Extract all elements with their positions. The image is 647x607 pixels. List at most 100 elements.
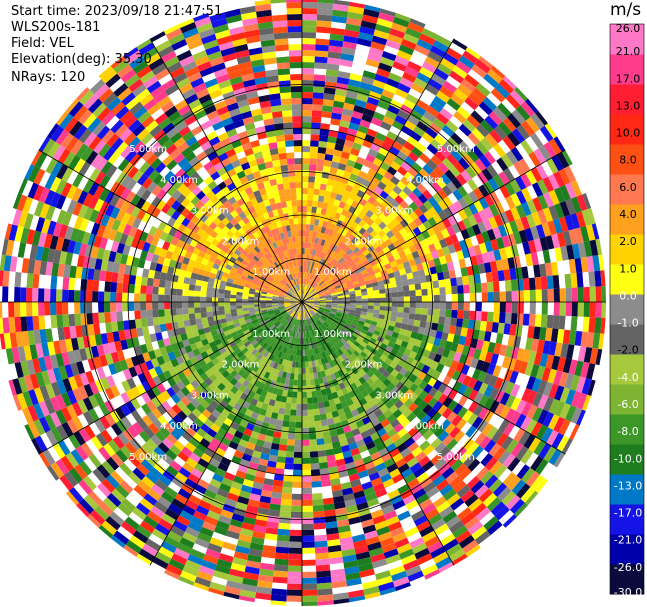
velocity-gate [52, 367, 63, 382]
velocity-gate [219, 482, 232, 493]
velocity-gate [568, 258, 577, 274]
velocity-gate [281, 359, 287, 366]
velocity-gate [224, 431, 234, 441]
velocity-gate [302, 80, 314, 87]
velocity-gate [374, 570, 391, 581]
velocity-gate [574, 257, 583, 274]
velocity-gate [314, 322, 319, 328]
velocity-gate [284, 299, 291, 301]
velocity-gate [370, 477, 383, 487]
velocity-gate [425, 127, 438, 139]
velocity-gate [205, 548, 221, 559]
velocity-gate [128, 319, 137, 330]
velocity-gate [375, 442, 386, 452]
velocity-gate [480, 470, 494, 485]
velocity-gate [319, 467, 330, 476]
velocity-gate [279, 308, 286, 312]
velocity-gate [111, 372, 122, 385]
velocity-gate [336, 131, 348, 140]
velocity-gate [458, 55, 475, 69]
velocity-gate [184, 559, 201, 571]
velocity-gate [414, 172, 426, 184]
velocity-gate [128, 274, 137, 285]
velocity-gate [339, 120, 351, 129]
velocity-gate [450, 93, 465, 107]
velocity-gate [427, 541, 443, 554]
velocity-gate [167, 530, 183, 543]
velocity-gate [248, 304, 255, 308]
velocity-gate [397, 333, 405, 341]
velocity-gate [347, 241, 355, 249]
velocity-gate [157, 339, 166, 349]
velocity-gate [328, 256, 334, 264]
velocity-gate [337, 187, 345, 196]
velocity-gate [457, 395, 469, 407]
velocity-gate [279, 510, 292, 518]
velocity-gate [368, 547, 384, 557]
velocity-gate [337, 248, 344, 256]
velocity-gate [229, 377, 238, 386]
velocity-gate [322, 323, 328, 329]
velocity-gate [393, 270, 401, 278]
velocity-gate [480, 119, 494, 134]
velocity-gate [261, 550, 276, 559]
velocity-gate [122, 348, 131, 360]
velocity-gate [239, 419, 249, 429]
velocity-gate [44, 288, 51, 302]
velocity-gate [518, 229, 529, 243]
velocity-gate [14, 302, 21, 318]
velocity-gate [231, 435, 241, 445]
velocity-gate [582, 316, 590, 333]
velocity-gate [496, 432, 509, 447]
velocity-gate [367, 256, 375, 263]
velocity-gate [305, 291, 310, 298]
velocity-gate [409, 18, 426, 28]
velocity-gate [152, 286, 159, 295]
velocity-gate [372, 157, 383, 167]
velocity-gate [314, 285, 320, 290]
velocity-gate [451, 302, 458, 311]
velocity-gate [256, 367, 263, 375]
velocity-gate [489, 203, 500, 217]
velocity-gate [320, 479, 332, 487]
velocity-gate [373, 309, 380, 315]
velocity-gate [414, 451, 427, 463]
velocity-gate [390, 161, 401, 171]
velocity-gate [258, 568, 274, 577]
velocity-gate [108, 341, 117, 354]
velocity-gate [352, 318, 360, 324]
velocity-gate [458, 450, 472, 464]
velocity-gate [313, 283, 319, 289]
velocity-gate [281, 311, 288, 317]
velocity-gate [442, 450, 455, 463]
velocity-gate [328, 360, 335, 368]
velocity-gate [510, 146, 524, 162]
velocity-gate [320, 316, 327, 321]
velocity-gate [249, 542, 264, 551]
velocity-gate [291, 336, 295, 344]
velocity-gate [521, 388, 532, 403]
velocity-gate [117, 370, 127, 383]
velocity-gate [298, 355, 302, 362]
velocity-gate [224, 293, 231, 299]
velocity-gate [328, 264, 335, 271]
velocity-gate [313, 305, 320, 309]
velocity-gate [336, 519, 350, 528]
velocity-gate [273, 431, 282, 439]
velocity-gate [380, 432, 391, 443]
velocity-gate [335, 273, 343, 280]
velocity-gate [431, 273, 439, 282]
velocity-gate [462, 409, 474, 422]
velocity-gate [586, 332, 595, 348]
velocity-gate [247, 499, 260, 508]
velocity-gate [278, 302, 285, 305]
velocity-gate [315, 564, 331, 572]
velocity-gate [416, 263, 424, 271]
velocity-gate [73, 431, 86, 446]
velocity-gate [545, 235, 555, 250]
velocity-gate [249, 314, 257, 319]
velocity-gate [365, 385, 374, 395]
velocity-gate [344, 29, 360, 38]
velocity-gate [316, 14, 333, 22]
velocity-gate [308, 236, 313, 243]
